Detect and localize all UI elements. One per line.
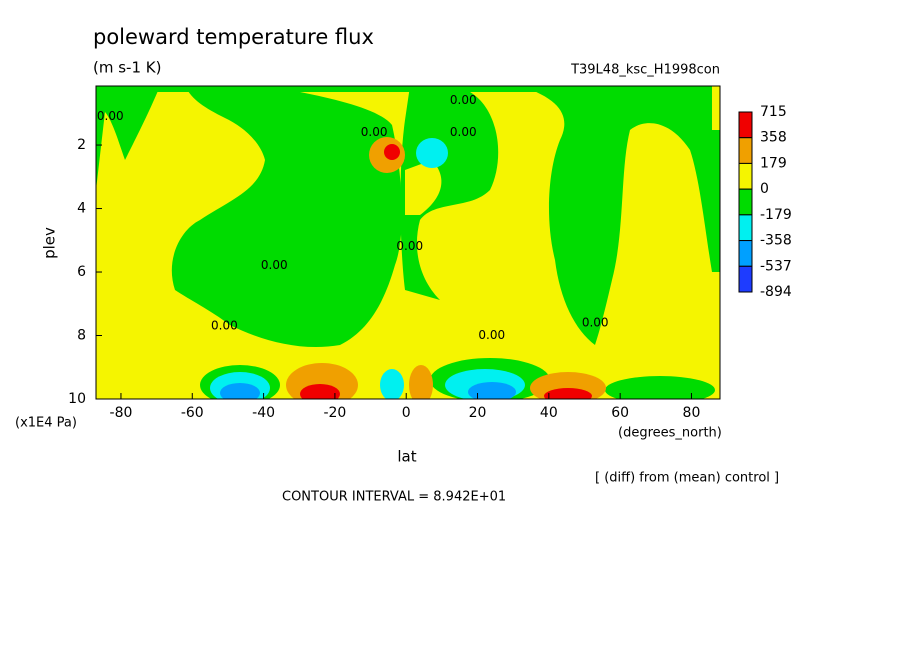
y-tick-label: 10	[68, 391, 86, 407]
contour-fill	[220, 383, 260, 399]
colorbar-box	[738, 265, 753, 293]
contour-label: 0.00	[396, 239, 423, 253]
x-tick-label: 40	[540, 405, 558, 421]
contour-label: 0.00	[450, 93, 477, 107]
colorbar-label: 358	[760, 130, 787, 146]
colorbar-label: 715	[760, 104, 787, 120]
contour-fill	[380, 369, 404, 399]
colorbar-box	[738, 137, 753, 164]
contour-label: 0.00	[450, 125, 477, 139]
x-unit: (degrees_north)	[618, 426, 722, 441]
plot-area: 0.00 0.00 0.00 0.00 0.00 0.00 0.00 0.00 0.00	[95, 85, 721, 400]
contour-label: 0.00	[211, 318, 238, 332]
y-unit: (x1E4 Pa)	[15, 416, 77, 431]
x-tick-label: -80	[110, 405, 133, 421]
colorbar-label: 0	[760, 181, 769, 197]
colorbar-label: -894	[760, 284, 792, 300]
contour-label: 0.00	[261, 258, 288, 272]
y-tick-label: 8	[77, 328, 86, 344]
contour-fill	[300, 384, 340, 399]
contour-fill	[520, 86, 720, 345]
contour-label: 0.00	[582, 315, 609, 329]
contour-interval: CONTOUR INTERVAL = 8.942E+01	[282, 490, 506, 505]
y-tick-label: 4	[77, 201, 86, 217]
field	[96, 86, 720, 399]
x-tick-label: -20	[323, 405, 346, 421]
contour-fill	[96, 86, 160, 190]
x-tick-label: 20	[469, 405, 487, 421]
colorbar-box	[738, 162, 753, 190]
y-tick-label: 6	[77, 264, 86, 280]
contour-label: 0.00	[361, 125, 388, 139]
y-tick-label: 2	[77, 137, 86, 153]
contour-fill	[400, 86, 499, 300]
contour-fill	[409, 365, 433, 399]
note: [ (diff) from (mean) control ]	[595, 471, 779, 486]
chart-title: poleward temperature flux	[93, 25, 374, 49]
colorbar-label: -358	[760, 233, 792, 249]
y-axis-label: plev	[41, 227, 59, 259]
x-tick-label: -60	[181, 405, 204, 421]
colorbar-box	[738, 188, 753, 216]
contour-fill	[544, 388, 592, 399]
x-axis-label: lat	[397, 448, 416, 466]
colorbar-label: -179	[760, 207, 792, 223]
contour-fill	[712, 86, 720, 130]
contour-fill	[405, 160, 442, 215]
contour-fill	[605, 376, 715, 399]
chart-subtitle: (m s-1 K)	[93, 59, 161, 77]
contour-label: 0.00	[97, 109, 124, 123]
contour-fill	[416, 138, 448, 168]
colorbar-label: -537	[760, 258, 792, 274]
x-tick-label: -40	[252, 405, 275, 421]
plot-frame	[95, 85, 721, 400]
x-tick-label: 0	[402, 405, 411, 421]
colorbar-label: 179	[760, 155, 787, 171]
x-tick-label: 60	[611, 405, 629, 421]
contour-label: 0.00	[478, 328, 505, 342]
x-tick-label: 80	[683, 405, 701, 421]
run-label: T39L48_ksc_H1998con	[570, 63, 720, 78]
colorbar-box	[738, 240, 753, 267]
contour-fill	[171, 86, 402, 348]
colorbar-box	[738, 111, 753, 139]
contour-fill	[384, 144, 400, 160]
contour-fill	[468, 382, 516, 399]
colorbar-box	[738, 214, 753, 242]
